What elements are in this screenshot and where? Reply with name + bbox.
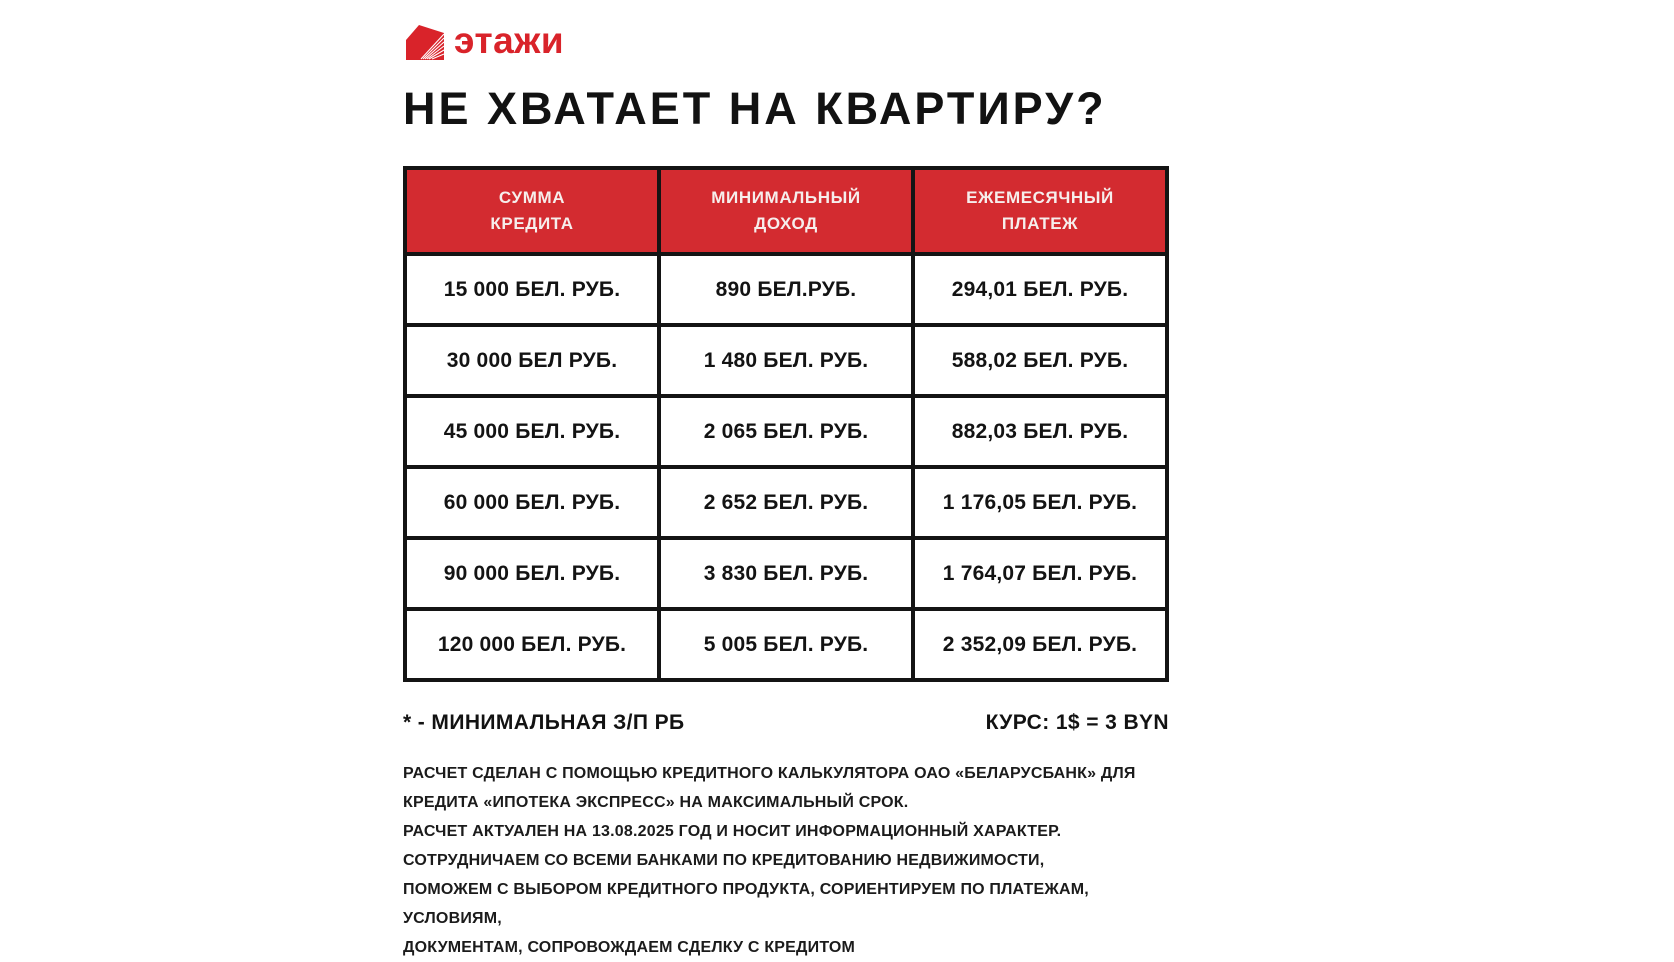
disclaimer-text: РАСЧЕТ СДЕЛАН С ПОМОЩЬЮ КРЕДИТНОГО КАЛЬК… — [403, 759, 1169, 962]
col-header-credit-sum: СУММА КРЕДИТА — [403, 166, 661, 256]
cell-min-income: 890 БЕЛ.РУБ. — [657, 252, 915, 327]
table-row: 60 000 БЕЛ. РУБ. 2 652 БЕЛ. РУБ. 1 176,0… — [403, 465, 1169, 540]
header-row: СУММА КРЕДИТА МИНИМАЛЬНЫЙ ДОХОД ЕЖЕМЕСЯЧ… — [403, 166, 1169, 256]
house-icon — [405, 24, 445, 61]
table-row: 120 000 БЕЛ. РУБ. 5 005 БЕЛ. РУБ. 2 352,… — [403, 607, 1169, 682]
cell-monthly-payment: 1 764,07 БЕЛ. РУБ. — [911, 536, 1169, 611]
disclaimer-line: КРЕДИТА «ИПОТЕКА ЭКСПРЕСС» НА МАКСИМАЛЬН… — [403, 794, 909, 811]
cell-monthly-payment: 2 352,09 БЕЛ. РУБ. — [911, 607, 1169, 682]
col-header-min-income: МИНИМАЛЬНЫЙ ДОХОД — [657, 166, 915, 256]
cell-min-income: 2 065 БЕЛ. РУБ. — [657, 394, 915, 469]
table-row: 45 000 БЕЛ. РУБ. 2 065 БЕЛ. РУБ. 882,03 … — [403, 394, 1169, 469]
min-salary-note: * - МИНИМАЛЬНАЯ З/П РБ — [403, 711, 685, 734]
table-row: 30 000 БЕЛ РУБ. 1 480 БЕЛ. РУБ. 588,02 Б… — [403, 323, 1169, 398]
cell-min-income: 2 652 БЕЛ. РУБ. — [657, 465, 915, 540]
poster-content: этажи НЕ ХВАТАЕТ НА КВАРТИРУ? СУММА КРЕД… — [403, 0, 1169, 956]
cell-monthly-payment: 294,01 БЕЛ. РУБ. — [911, 252, 1169, 327]
disclaimer-line: УСЛОВИЯМ, — [403, 910, 502, 927]
etazhi-logo: этажи — [405, 22, 564, 63]
cell-credit-sum: 15 000 БЕЛ. РУБ. — [403, 252, 661, 327]
cell-monthly-payment: 882,03 БЕЛ. РУБ. — [911, 394, 1169, 469]
cell-credit-sum: 45 000 БЕЛ. РУБ. — [403, 394, 661, 469]
page-title: НЕ ХВАТАЕТ НА КВАРТИРУ? — [403, 83, 1107, 134]
col-header-monthly-payment: ЕЖЕМЕСЯЧНЫЙ ПЛАТЕЖ — [911, 166, 1169, 256]
cell-credit-sum: 90 000 БЕЛ. РУБ. — [403, 536, 661, 611]
cell-min-income: 5 005 БЕЛ. РУБ. — [657, 607, 915, 682]
cell-min-income: 1 480 БЕЛ. РУБ. — [657, 323, 915, 398]
table-row: 90 000 БЕЛ. РУБ. 3 830 БЕЛ. РУБ. 1 764,0… — [403, 536, 1169, 611]
cell-monthly-payment: 588,02 БЕЛ. РУБ. — [911, 323, 1169, 398]
cell-monthly-payment: 1 176,05 БЕЛ. РУБ. — [911, 465, 1169, 540]
credit-table: СУММА КРЕДИТА МИНИМАЛЬНЫЙ ДОХОД ЕЖЕМЕСЯЧ… — [403, 166, 1169, 682]
cell-credit-sum: 120 000 БЕЛ. РУБ. — [403, 607, 661, 682]
disclaimer-line: РАСЧЕТ АКТУАЛЕН НА 13.08.2025 ГОД И НОСИ… — [403, 823, 1062, 840]
credit-table-body: 15 000 БЕЛ. РУБ. 890 БЕЛ.РУБ. 294,01 БЕЛ… — [403, 252, 1169, 682]
cell-credit-sum: 60 000 БЕЛ. РУБ. — [403, 465, 661, 540]
logo-wordmark: этажи — [454, 20, 565, 61]
disclaimer-line: ПОМОЖЕМ С ВЫБОРОМ КРЕДИТНОГО ПРОДУКТА, С… — [403, 881, 1089, 898]
exchange-rate-note: КУРС: 1$ = 3 BYN — [985, 711, 1169, 734]
footnote-row: * - МИНИМАЛЬНАЯ З/П РБ КУРС: 1$ = 3 BYN — [403, 711, 1169, 735]
credit-table-header: СУММА КРЕДИТА МИНИМАЛЬНЫЙ ДОХОД ЕЖЕМЕСЯЧ… — [403, 166, 1169, 256]
cell-min-income: 3 830 БЕЛ. РУБ. — [657, 536, 915, 611]
disclaimer-line: РАСЧЕТ СДЕЛАН С ПОМОЩЬЮ КРЕДИТНОГО КАЛЬК… — [403, 765, 1136, 782]
cell-credit-sum: 30 000 БЕЛ РУБ. — [403, 323, 661, 398]
disclaimer-line: СОТРУДНИЧАЕМ СО ВСЕМИ БАНКАМИ ПО КРЕДИТО… — [403, 852, 1045, 869]
table-row: 15 000 БЕЛ. РУБ. 890 БЕЛ.РУБ. 294,01 БЕЛ… — [403, 252, 1169, 327]
disclaimer-line: ДОКУМЕНТАМ, СОПРОВОЖДАЕМ СДЕЛКУ С КРЕДИТ… — [403, 939, 856, 956]
